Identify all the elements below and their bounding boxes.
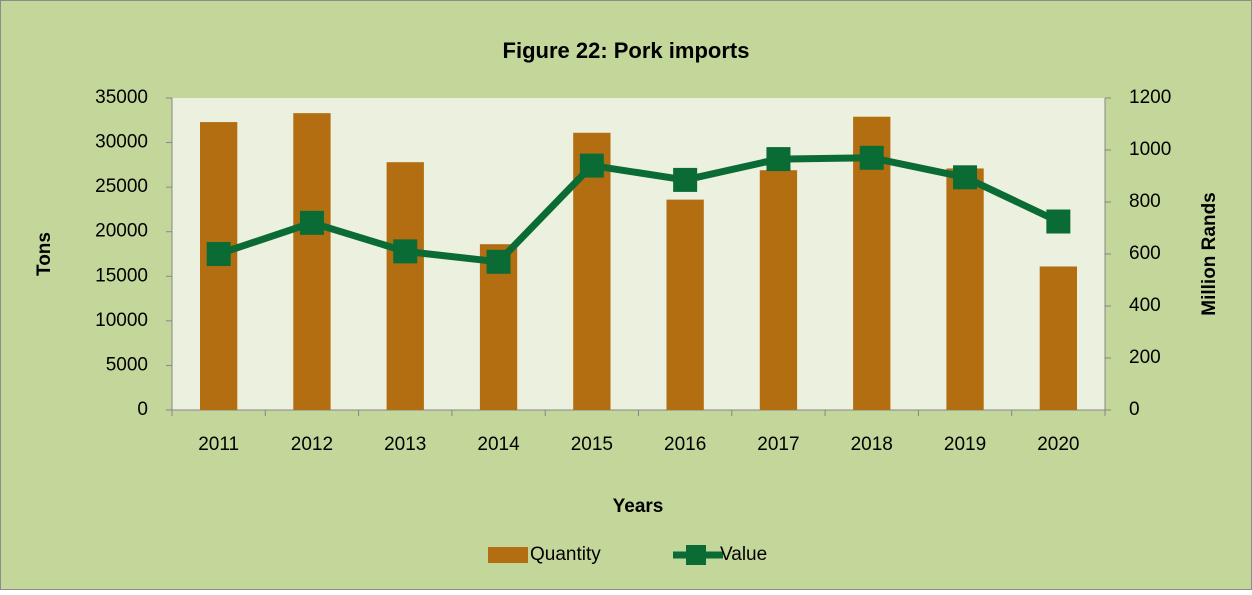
y-tick-label: 35000 [95, 87, 148, 108]
marker [579, 153, 604, 178]
x-tick-label: 2019 [944, 434, 986, 455]
y2-tick-label: 0 [1129, 399, 1140, 420]
marker [953, 165, 978, 190]
x-tick-label: 2015 [571, 434, 613, 455]
x-tick-label: 2014 [477, 434, 520, 455]
y-tick-label: 30000 [95, 132, 148, 153]
bar [199, 122, 238, 410]
marker [766, 147, 791, 172]
y-axis-label: Tons [34, 232, 55, 276]
marker [859, 145, 884, 170]
y-tick-label: 15000 [95, 265, 148, 286]
y2-tick-label: 200 [1129, 347, 1161, 368]
y2-tick-label: 800 [1129, 191, 1161, 212]
x-tick-label: 2016 [664, 434, 706, 455]
line [217, 154, 1060, 266]
x-tick-label: 2013 [384, 434, 426, 455]
marker [206, 242, 231, 266]
x-axis-label: Years [613, 496, 664, 517]
legend-marker [686, 545, 706, 565]
x-tick-label: 2018 [851, 434, 893, 455]
marker [673, 167, 698, 192]
y2-tick-label: 400 [1129, 295, 1161, 316]
y-tick-label: 10000 [95, 310, 148, 331]
y-tick-label: 25000 [95, 176, 148, 197]
y-tick-label: 20000 [95, 221, 148, 242]
x-tick-label: 2020 [1037, 434, 1079, 455]
marker [486, 249, 511, 274]
bar [759, 170, 798, 410]
y2-tick-label: 1200 [1129, 87, 1171, 108]
x-tick-label: 2012 [291, 434, 333, 455]
y2-tick-label: 600 [1129, 243, 1161, 264]
legend-swatch [488, 547, 528, 563]
legend-label: Quantity [530, 544, 601, 565]
bar [386, 162, 424, 410]
marker [1046, 209, 1071, 234]
y2-axis-label: Million Rands [1199, 192, 1220, 316]
bar [293, 113, 331, 410]
legend-label: Value [720, 544, 767, 565]
bar [946, 168, 984, 410]
x-tick-label: 2011 [198, 434, 239, 455]
marker [299, 210, 324, 235]
bar [666, 199, 704, 410]
y-tick-label: 0 [137, 399, 148, 420]
y-tick-label: 5000 [106, 354, 148, 375]
y2-tick-label: 1000 [1129, 139, 1171, 160]
bar [1039, 266, 1078, 410]
chart-title: Figure 22: Pork imports [503, 38, 750, 63]
marker [393, 239, 418, 264]
x-tick-label: 2017 [757, 434, 799, 455]
